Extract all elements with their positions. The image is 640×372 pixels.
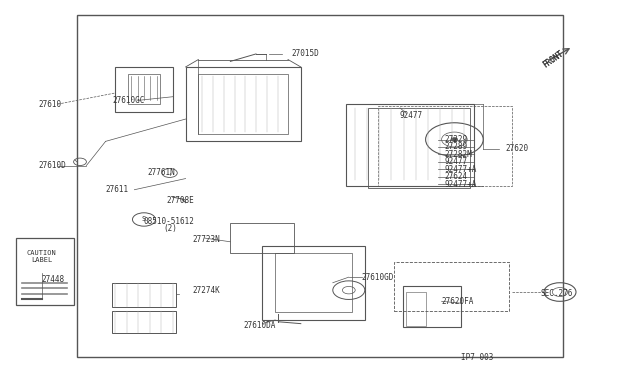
Bar — [275, 253, 352, 312]
Text: 92477: 92477 — [400, 111, 423, 120]
Text: 27761N: 27761N — [147, 169, 175, 177]
Text: 27610GC: 27610GC — [112, 96, 145, 105]
Bar — [16, 238, 74, 305]
Text: 27723N: 27723N — [192, 235, 220, 244]
Bar — [186, 67, 301, 141]
Bar — [115, 67, 173, 112]
Text: FRONT: FRONT — [541, 49, 565, 70]
Bar — [198, 74, 288, 134]
Circle shape — [451, 138, 458, 141]
Text: (2): (2) — [163, 224, 177, 233]
Bar — [112, 311, 176, 333]
Text: 27274K: 27274K — [192, 286, 220, 295]
Text: 27620: 27620 — [506, 144, 529, 153]
Text: 27610DA: 27610DA — [243, 321, 276, 330]
Text: 92477+A: 92477+A — [445, 165, 477, 174]
Text: 27610GD: 27610GD — [362, 273, 394, 282]
Text: 27620FA: 27620FA — [442, 297, 474, 306]
Bar — [230, 223, 294, 253]
Text: 08510-51612: 08510-51612 — [144, 217, 195, 226]
Text: 27282M: 27282M — [445, 150, 472, 159]
Bar — [394, 262, 509, 311]
Text: FRONT: FRONT — [541, 49, 565, 70]
Bar — [77, 15, 563, 357]
Text: 27610D: 27610D — [38, 161, 66, 170]
Text: 27610: 27610 — [38, 100, 61, 109]
Text: IP7 003: IP7 003 — [461, 353, 493, 362]
Text: 92477+A: 92477+A — [445, 180, 477, 189]
Bar — [112, 283, 176, 307]
Text: 27229: 27229 — [445, 135, 468, 144]
Bar — [128, 74, 160, 104]
Bar — [403, 286, 461, 327]
Text: 27015D: 27015D — [291, 49, 319, 58]
Text: 27611: 27611 — [106, 185, 129, 194]
Text: 27448: 27448 — [42, 275, 65, 283]
Bar — [406, 292, 426, 326]
Text: 27289: 27289 — [445, 142, 468, 151]
Bar — [368, 108, 470, 188]
Bar — [346, 104, 474, 186]
Text: 27624: 27624 — [445, 172, 468, 181]
Text: S: S — [142, 217, 146, 222]
Text: CAUTION
LABEL: CAUTION LABEL — [27, 250, 56, 263]
Text: 27708E: 27708E — [166, 196, 194, 205]
Text: SEC.276: SEC.276 — [541, 289, 573, 298]
Text: 92477: 92477 — [445, 157, 468, 166]
Bar — [262, 246, 365, 320]
Bar — [378, 106, 512, 186]
